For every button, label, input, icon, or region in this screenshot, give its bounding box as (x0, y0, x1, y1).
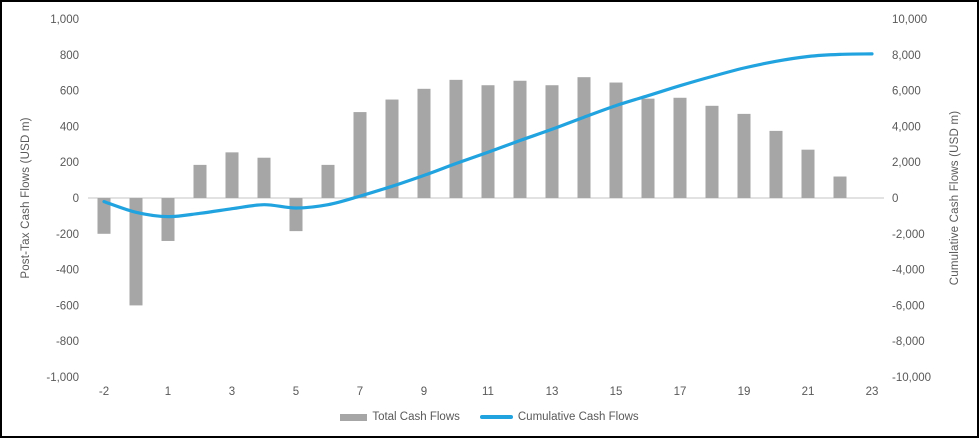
bar-total-cash-flows (225, 152, 239, 198)
legend-item-total-cash-flows[interactable]: Total Cash Flows (340, 411, 460, 423)
bar-total-cash-flows (289, 198, 303, 232)
x-axis-tick-label: 19 (738, 386, 751, 398)
bar-total-cash-flows (161, 198, 175, 241)
chart-legend: Total Cash Flows Cumulative Cash Flows (2, 411, 977, 423)
legend-label-total: Total Cash Flows (372, 411, 460, 423)
left-axis-tick-label: -200 (56, 229, 79, 241)
right-axis-tick-label: 8,000 (892, 50, 921, 62)
bar-total-cash-flows (449, 79, 463, 198)
x-axis-tick-label: 17 (674, 386, 687, 398)
bar-total-cash-flows (769, 130, 783, 198)
left-axis-tick-label: 400 (60, 121, 79, 133)
bar-total-cash-flows (577, 77, 591, 198)
bar-total-cash-flows (737, 113, 751, 198)
left-axis-tick-label: 200 (60, 157, 79, 169)
x-axis-tick-label: 5 (293, 386, 299, 398)
x-axis-tick-label: 23 (866, 386, 879, 398)
x-axis-tick-label: 15 (610, 386, 623, 398)
bar-total-cash-flows (833, 176, 847, 198)
bar-total-cash-flows (353, 112, 367, 198)
bar-total-cash-flows (417, 88, 431, 198)
x-axis-tick-label: 21 (802, 386, 815, 398)
left-axis-tick-label: 0 (73, 193, 79, 205)
x-axis-tick-label: 1 (165, 386, 171, 398)
left-axis-tick-label: 800 (60, 50, 79, 62)
left-axis-tick-label: -1,000 (46, 372, 79, 384)
bar-total-cash-flows (385, 99, 399, 198)
bar-total-cash-flows (705, 105, 719, 198)
right-axis-tick-label: -2,000 (892, 229, 925, 241)
right-axis-tick-label: -10,000 (892, 372, 931, 384)
legend-item-cumulative-cash-flows[interactable]: Cumulative Cash Flows (479, 411, 639, 423)
bar-total-cash-flows (321, 164, 335, 198)
right-axis-tick-label: 6,000 (892, 86, 921, 98)
bar-total-cash-flows (481, 85, 495, 198)
bar-total-cash-flows (545, 85, 559, 198)
left-axis-tick-label: -800 (56, 336, 79, 348)
left-axis-tick-label: -400 (56, 265, 79, 277)
right-axis-tick-label: -4,000 (892, 265, 925, 277)
line-series-swatch-icon (479, 415, 513, 419)
bar-total-cash-flows (609, 82, 623, 198)
x-axis-tick-label: 3 (229, 386, 235, 398)
x-axis-tick-label: 13 (546, 386, 559, 398)
right-axis-tick-label: 10,000 (892, 14, 927, 26)
right-axis-tick-label: -8,000 (892, 336, 925, 348)
right-axis-tick-label: 4,000 (892, 121, 921, 133)
x-axis-tick-label: 7 (357, 386, 363, 398)
bar-total-cash-flows (641, 98, 655, 198)
left-axis-tick-label: 1,000 (50, 14, 79, 26)
bar-total-cash-flows (129, 198, 143, 306)
x-axis-tick-label: 9 (421, 386, 427, 398)
x-axis-tick-label: 11 (482, 386, 494, 398)
bar-total-cash-flows (801, 149, 815, 198)
bar-total-cash-flows (673, 97, 687, 198)
left-axis-tick-label: 600 (60, 86, 79, 98)
bar-series-swatch-icon (340, 413, 368, 421)
bar-total-cash-flows (193, 164, 207, 198)
legend-label-cumulative: Cumulative Cash Flows (517, 411, 639, 423)
right-axis-tick-label: -6,000 (892, 300, 925, 312)
bar-total-cash-flows (97, 198, 111, 234)
cumulative-cash-flows-line (102, 52, 874, 219)
bar-total-cash-flows (257, 157, 271, 198)
right-axis-tick-label: 0 (892, 193, 898, 205)
left-axis-tick-label: -600 (56, 300, 79, 312)
right-axis-tick-label: 2,000 (892, 157, 921, 169)
x-axis-tick-label: -2 (99, 386, 109, 398)
